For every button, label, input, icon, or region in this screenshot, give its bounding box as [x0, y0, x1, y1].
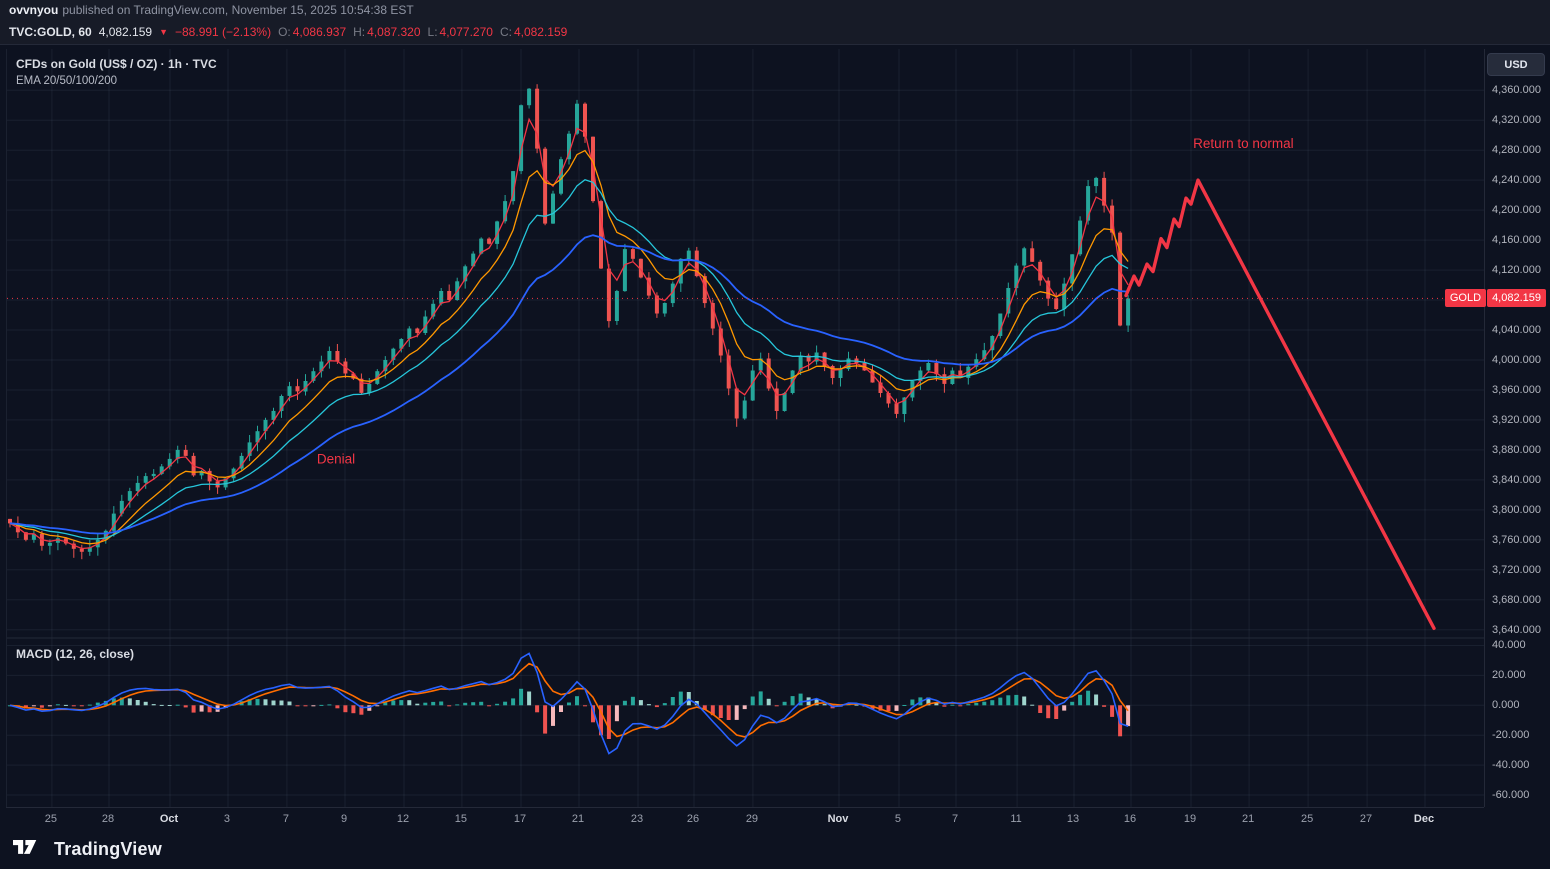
- time-tick-label: 16: [1123, 813, 1137, 825]
- ohlc-open: O: 4,086.937: [278, 25, 347, 39]
- time-tick-label: 25: [44, 813, 58, 825]
- publish-info-text: published on TradingView.com, November 1…: [62, 3, 414, 17]
- time-tick-label: 29: [745, 813, 759, 825]
- time-tick-label: 3: [223, 813, 231, 825]
- price-chip-value: 4,082.159: [1487, 289, 1546, 308]
- time-tick-label: 17: [513, 813, 527, 825]
- price-tick-label: 4,360.000: [1492, 84, 1541, 97]
- time-tick-label: 23: [630, 813, 644, 825]
- time-tick-label: 5: [894, 813, 902, 825]
- tradingview-wordmark: TradingView: [54, 839, 162, 859]
- time-tick-label: 13: [1066, 813, 1080, 825]
- down-triangle-icon: ▼: [159, 27, 168, 37]
- price-tick-label: 4,120.000: [1492, 264, 1541, 277]
- current-price-chip: GOLD 4,082.159: [1444, 289, 1546, 308]
- ohlc-high: H: 4,087.320: [353, 25, 421, 39]
- price-tick-label: 4,280.000: [1492, 144, 1541, 157]
- page-footer: TradingView: [0, 830, 1550, 869]
- price-tick-label: 4,320.000: [1492, 114, 1541, 127]
- time-tick-label: 26: [686, 813, 700, 825]
- price-tick-label: 4,160.000: [1492, 234, 1541, 247]
- price-macd-plot[interactable]: Denial Return to normal CFDs on Gold (US$…: [6, 49, 1485, 807]
- time-tick-label: 28: [101, 813, 115, 825]
- macd-tick-label: 0.000: [1492, 699, 1520, 712]
- time-tick-label: 21: [1241, 813, 1255, 825]
- time-tick-label: 9: [340, 813, 348, 825]
- price-tick-label: 3,960.000: [1492, 383, 1541, 396]
- ohlc-close: C: 4,082.159: [499, 25, 568, 39]
- macd-tick-label: 40.000: [1492, 639, 1526, 652]
- time-tick-label: Dec: [1413, 813, 1435, 825]
- macd-tick-label: -40.000: [1492, 759, 1530, 772]
- price-tick-label: 3,800.000: [1492, 503, 1541, 516]
- svg-text:Return to normal: Return to normal: [1193, 136, 1294, 151]
- time-tick-label: Oct: [159, 813, 179, 825]
- price-tick-label: 3,640.000: [1492, 623, 1541, 636]
- price-tick-label: 3,760.000: [1492, 533, 1541, 546]
- price-tick-label: 3,680.000: [1492, 593, 1541, 606]
- macd-tick-label: 20.000: [1492, 669, 1526, 682]
- price-tick-label: 4,200.000: [1492, 204, 1541, 217]
- time-tick-label: 25: [1300, 813, 1314, 825]
- price-tick-label: 4,040.000: [1492, 324, 1541, 336]
- symbol-name[interactable]: TVC:GOLD, 60: [9, 25, 92, 39]
- macd-tick-label: -20.000: [1492, 729, 1530, 742]
- svg-text:Denial: Denial: [317, 451, 355, 466]
- tradingview-brand[interactable]: TradingView: [13, 839, 162, 860]
- macd-tick-label: -60.000: [1492, 789, 1530, 802]
- time-tick-label: 19: [1183, 813, 1197, 825]
- price-tick-label: 3,920.000: [1492, 413, 1541, 426]
- time-axis[interactable]: 25 28 Oct 3 7 9 12 15 17 21 23 26 29 Nov 5 7 11 13 16 19 21 2…: [6, 807, 1484, 831]
- chart-area: Denial Return to normal CFDs on Gold (US$…: [0, 44, 1550, 830]
- time-tick-label: Nov: [827, 813, 849, 825]
- price-axis[interactable]: 4,360.000 4,320.000 4,280.000 4,240.000 4,20…: [1484, 49, 1550, 807]
- price-tick-label: 3,880.000: [1492, 443, 1541, 456]
- price-tick-label: 4,240.000: [1492, 174, 1541, 187]
- time-tick-label: 15: [454, 813, 468, 825]
- chart-canvas[interactable]: Denial Return to normal: [7, 49, 1485, 807]
- price-chip-symbol: GOLD: [1444, 289, 1487, 308]
- publish-bar: ovvnyou published on TradingView.com, No…: [0, 0, 1550, 20]
- time-tick-label: 27: [1359, 813, 1373, 825]
- time-tick-label: 21: [571, 813, 585, 825]
- symbol-info-bar: TVC:GOLD, 60 4,082.159 ▼ −88.991 (−2.13%…: [0, 20, 1550, 44]
- time-tick-label: 11: [1010, 813, 1022, 825]
- ohlc-low: L: 4,077.270: [427, 25, 493, 39]
- price-tick-label: 4,000.000: [1492, 353, 1541, 366]
- tradingview-logo: [13, 840, 37, 854]
- time-tick-label: 7: [951, 813, 959, 825]
- time-tick-label: 7: [282, 813, 289, 825]
- last-price: 4,082.159: [98, 25, 153, 39]
- time-tick-label: 12: [396, 813, 410, 825]
- price-tick-label: 3,720.000: [1492, 563, 1541, 576]
- price-tick-label: 3,840.000: [1492, 473, 1541, 486]
- currency-usd-button[interactable]: USD: [1487, 53, 1545, 76]
- username-link[interactable]: ovvnyou: [9, 3, 59, 17]
- price-change: −88.991 (−2.13%): [175, 25, 272, 39]
